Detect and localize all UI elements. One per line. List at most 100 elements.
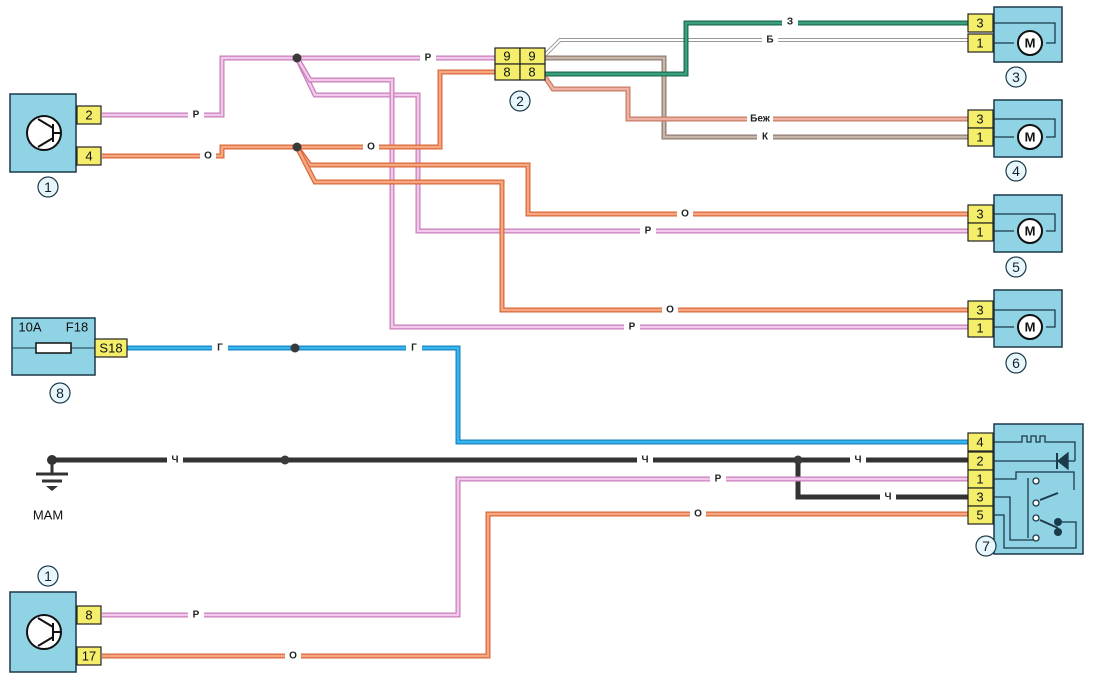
pin-label: 3 <box>976 16 983 31</box>
pin-label: 8 <box>503 65 510 80</box>
component-number: 6 <box>1012 355 1020 371</box>
pin-label: 1 <box>976 36 983 51</box>
pin-label: 17 <box>82 649 96 664</box>
wire-white-to-c3 <box>543 38 968 57</box>
component-number: 7 <box>982 538 990 554</box>
wire-labels: Р Р О О З Б Беж К О Р О Р Г Г Ч Ч Ч Ч Р … <box>167 15 896 663</box>
component-5-motor: M 3 1 5 <box>967 194 1063 278</box>
wire-label: О <box>662 303 678 317</box>
wire-label-text: О <box>289 651 297 662</box>
motor-icon: M <box>1017 218 1043 244</box>
fuse-rating: 10A <box>18 320 41 335</box>
ground-symbol: MAM <box>33 455 68 523</box>
pin-label: 3 <box>976 207 983 222</box>
ground-icon <box>36 472 68 483</box>
wire-label-text: Р <box>425 53 432 64</box>
component-number: 3 <box>1012 69 1020 85</box>
wire-label-text: О <box>666 305 674 316</box>
wire-label-text: Ч <box>884 492 891 503</box>
component-2-connector: 9 9 8 8 2 <box>494 47 546 112</box>
motor-label: M <box>1025 36 1036 51</box>
wire-label: Ч <box>167 453 183 467</box>
pin-label: 9 <box>528 49 535 64</box>
component-number: 1 <box>44 179 52 195</box>
wire-green-to-c3 <box>545 20 968 77</box>
wire-orange-c1-to-c7 <box>102 511 968 659</box>
wire-label: Ч <box>850 453 866 467</box>
pin-label: 3 <box>976 490 983 505</box>
wire-label: Р <box>420 51 436 65</box>
wire-label-text: Р <box>193 610 200 621</box>
pin-label: 3 <box>976 112 983 127</box>
wire-label-text: Ч <box>171 455 178 466</box>
relay-schematic <box>994 435 1077 549</box>
pin-label: 1 <box>976 130 983 145</box>
component-3-motor: M 3 1 3 <box>967 6 1063 88</box>
wire-beige-to-c4-fill <box>543 76 968 121</box>
pin-label: 4 <box>85 149 92 164</box>
pin-label: 8 <box>85 608 92 623</box>
component-8-fuse-box: 10A F18 S18 8 <box>11 317 128 404</box>
pin-label: 2 <box>976 454 983 469</box>
wire-label: Р <box>710 472 726 486</box>
wire-label: Р <box>640 224 656 238</box>
pin-label: 1 <box>976 225 983 240</box>
wire-label: Ч <box>637 453 653 467</box>
wire-white-to-c3-fill <box>544 39 968 56</box>
wire-label: К <box>757 130 773 144</box>
wire-orange-to-c6-fill <box>295 146 968 312</box>
motor-label: M <box>1025 130 1036 145</box>
wire-label-text: Р <box>715 474 722 485</box>
wire-label: Б <box>762 33 778 47</box>
wire-label: Г <box>406 341 422 355</box>
wire-label-text: Г <box>217 343 223 354</box>
wire-label-text: О <box>367 142 375 153</box>
component-6-motor: M 3 1 6 <box>967 289 1063 374</box>
wire-label: О <box>677 207 693 221</box>
junction-dot <box>793 455 803 465</box>
pin-label: 5 <box>976 508 983 523</box>
wire-label: З <box>782 15 798 29</box>
pin-label: 2 <box>85 108 92 123</box>
wire-label-text: О <box>681 209 689 220</box>
wire-label-text: К <box>762 132 769 143</box>
component-7-relay-module: 4 2 1 3 5 7 <box>967 423 1084 557</box>
wire-label: Ч <box>880 490 896 504</box>
wire-label-text: Ч <box>854 455 861 466</box>
wire-label-text: О <box>204 151 212 162</box>
pulse-icon <box>994 435 1076 461</box>
wire-pink-to-c6-fill <box>295 57 968 329</box>
pin-label: 8 <box>528 65 535 80</box>
component-1-sensor-bottom: 8 17 1 <box>9 565 102 673</box>
junction-dot <box>292 142 302 152</box>
wire-label-text: Р <box>193 110 200 121</box>
motor-icon: M <box>1017 30 1043 56</box>
wire-pink-c1-to-c2-fill <box>102 56 495 117</box>
wire-blue-fuse-to-c7 <box>127 345 968 445</box>
wire-label-text: Г <box>411 343 417 354</box>
fuse-icon <box>35 342 72 354</box>
wire-label: Р <box>188 608 204 622</box>
wire-label-text: Р <box>629 322 636 333</box>
ground-label: MAM <box>33 508 63 523</box>
wire-label: Р <box>624 320 640 334</box>
wire-label: О <box>363 140 379 154</box>
wire-label-text: О <box>694 509 702 520</box>
wire-pink-to-c6 <box>294 56 968 330</box>
junction-dot <box>290 343 300 353</box>
diode-icon <box>1056 451 1069 471</box>
wire-label: Беж <box>747 112 773 126</box>
transistor-icon <box>26 614 62 650</box>
pin-label: 1 <box>976 472 983 487</box>
pin-label: 3 <box>976 303 983 318</box>
wire-orange-c1-to-c7-fill <box>102 512 968 658</box>
component-number: 2 <box>516 93 524 109</box>
component-number: 8 <box>56 385 64 401</box>
relay-contacts <box>1032 477 1040 542</box>
wire-pink-to-c5-fill <box>295 57 968 233</box>
wire-label: Г <box>212 341 228 355</box>
junctions <box>280 53 803 465</box>
transistor-icon <box>26 115 62 151</box>
